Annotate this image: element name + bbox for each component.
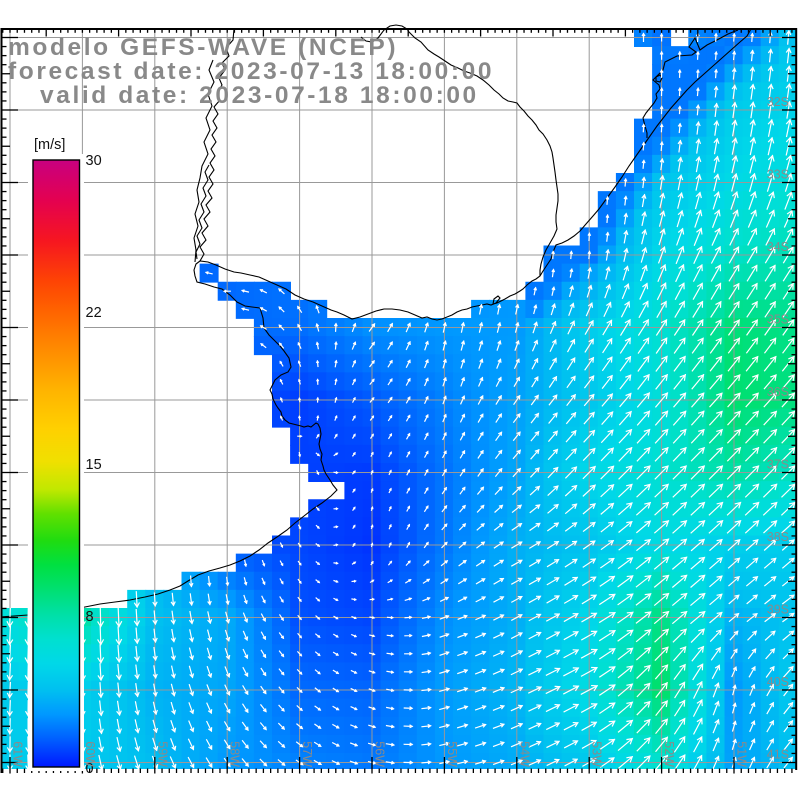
svg-text:modelo GEFS-WAVE (NCEP): modelo GEFS-WAVE (NCEP) — [8, 34, 398, 61]
svg-text:36S: 36S — [767, 385, 789, 399]
svg-text:56W: 56W — [373, 741, 387, 767]
svg-text:0: 0 — [86, 761, 94, 777]
svg-text:55W: 55W — [445, 741, 459, 767]
svg-text:61W: 61W — [11, 741, 25, 767]
svg-text:35S: 35S — [767, 313, 789, 327]
svg-text:37S: 37S — [767, 458, 789, 472]
svg-text:8: 8 — [86, 609, 94, 625]
svg-text:34S: 34S — [767, 240, 789, 254]
svg-text:38S: 38S — [767, 530, 789, 544]
svg-text:15: 15 — [86, 457, 102, 473]
svg-text:51W: 51W — [735, 741, 749, 767]
svg-text:40S: 40S — [767, 675, 789, 689]
svg-text:forecast date: 2023-07-13 18:0: forecast date: 2023-07-13 18:00:00 — [8, 58, 494, 85]
svg-text:[m/s]: [m/s] — [34, 137, 65, 153]
svg-text:32S: 32S — [767, 95, 789, 109]
svg-text:41S: 41S — [767, 748, 789, 762]
svg-text:39S: 39S — [767, 603, 789, 617]
svg-text:54W: 54W — [517, 741, 531, 767]
svg-text:33S: 33S — [767, 168, 789, 182]
svg-text:53W: 53W — [590, 741, 604, 767]
svg-text:52W: 52W — [662, 741, 676, 767]
svg-text:60W: 60W — [83, 741, 97, 767]
svg-text:22: 22 — [86, 305, 102, 321]
svg-text:valid date: 2023-07-18 18:00:0: valid date: 2023-07-18 18:00:00 — [40, 82, 479, 109]
svg-text:59W: 59W — [155, 741, 169, 767]
svg-text:58W: 58W — [228, 741, 242, 767]
svg-text:30: 30 — [86, 153, 102, 169]
svg-text:57W: 57W — [300, 741, 314, 767]
